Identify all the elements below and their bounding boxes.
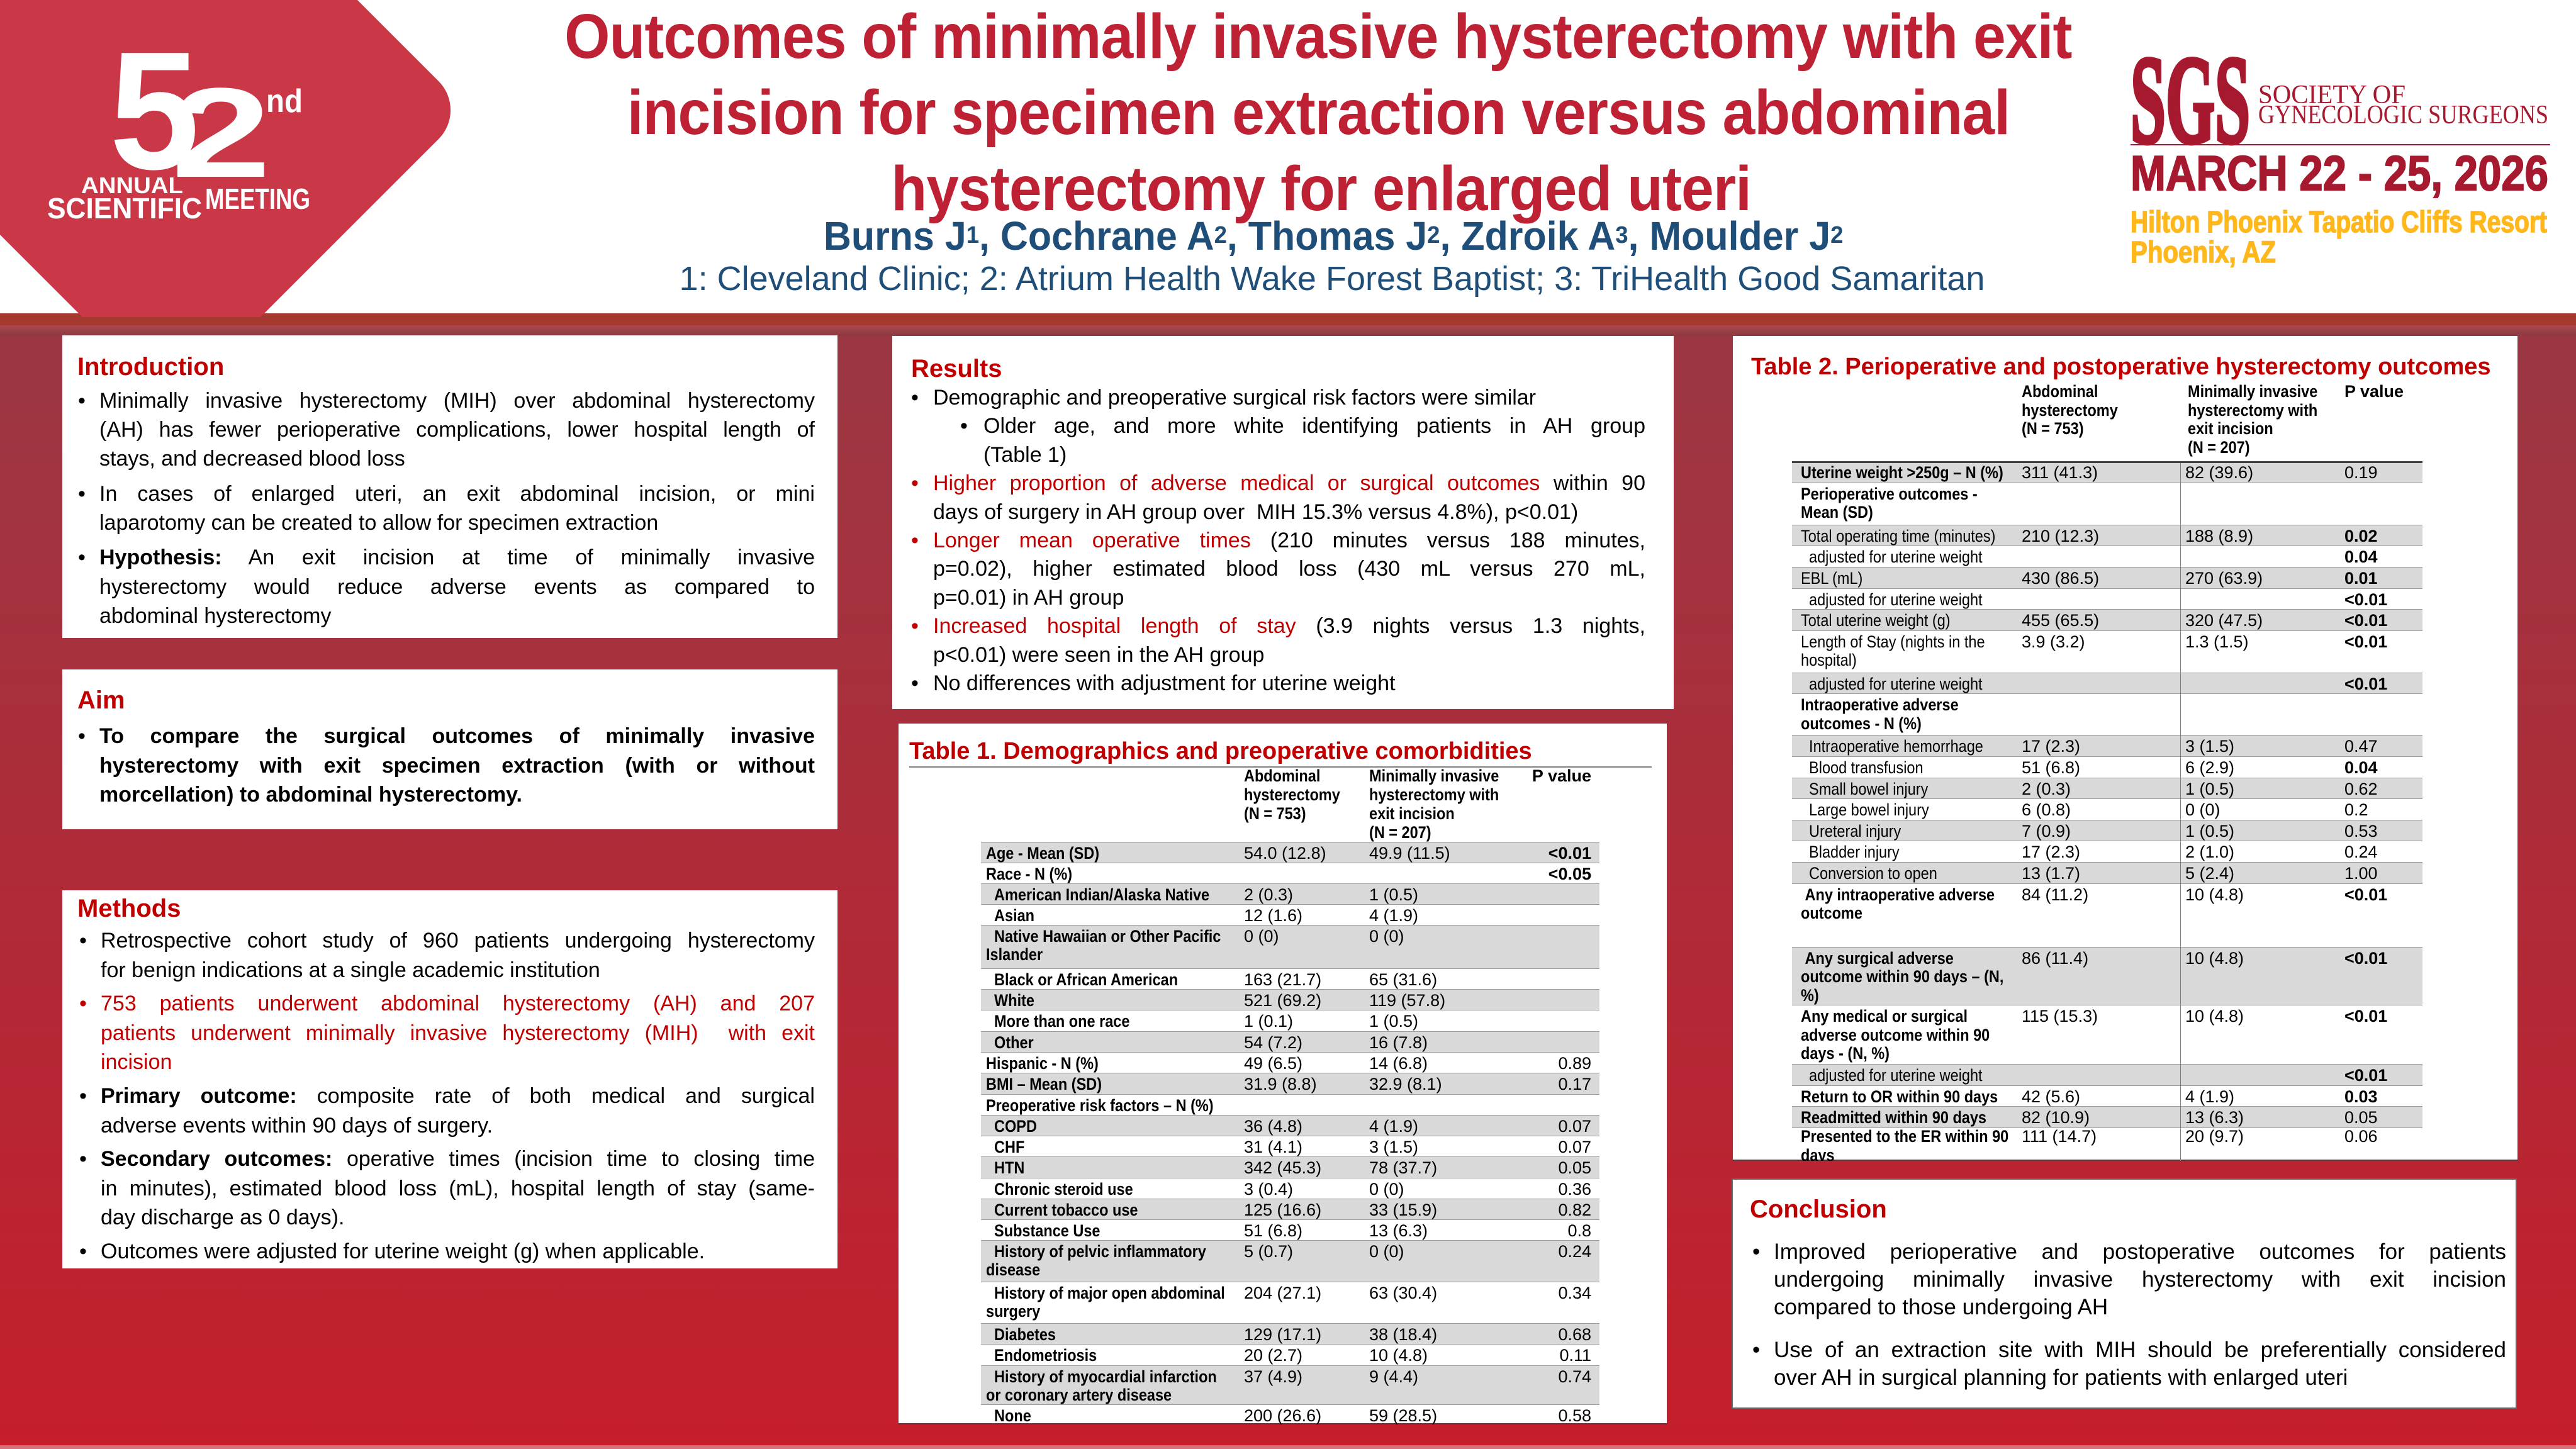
svg-text:Hilton Phoenix Tapatio Cliffs: Hilton Phoenix Tapatio Cliffs Resort [2131, 206, 2547, 239]
svg-text:GYNECOLOGIC SURGEONS: GYNECOLOGIC SURGEONS [2258, 101, 2548, 130]
svg-text:Phoenix, AZ: Phoenix, AZ [2131, 236, 2276, 269]
svg-text:SGS: SGS [2131, 31, 2250, 170]
svg-text:nd: nd [266, 83, 303, 120]
svg-text:MEETING: MEETING [205, 182, 310, 215]
svg-text:2: 2 [171, 62, 271, 204]
svg-text:MARCH 22 - 25, 2026: MARCH 22 - 25, 2026 [2131, 145, 2548, 201]
svg-text:5: 5 [109, 16, 199, 204]
svg-text:SOCIETY OF: SOCIETY OF [2258, 81, 2405, 109]
svg-text:SCIENTIFIC: SCIENTIFIC [47, 192, 202, 225]
svg-text:ANNUAL: ANNUAL [81, 172, 183, 198]
